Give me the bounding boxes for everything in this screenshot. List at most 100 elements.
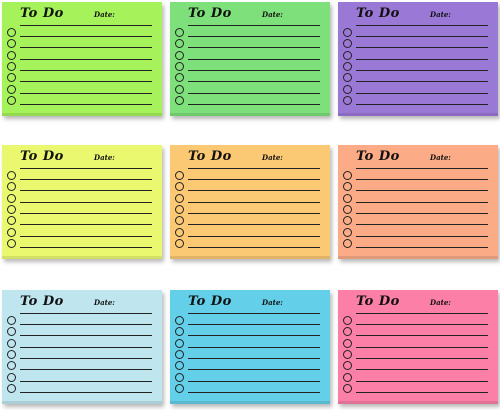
header-underline (20, 313, 152, 314)
checklist-row (2, 316, 162, 327)
checklist-row (170, 193, 330, 205)
checklist-row (170, 73, 330, 84)
checkbox-circle-icon (175, 171, 184, 180)
checkbox-circle-icon (343, 316, 352, 325)
checklist-row (338, 61, 498, 73)
checklist-row (2, 28, 162, 39)
checkbox-circle-icon (7, 39, 16, 49)
note-title: To Do (356, 294, 400, 309)
date-label: Date: (262, 10, 283, 19)
note-title: To Do (188, 149, 232, 164)
checklist-row (2, 383, 162, 395)
write-line (188, 335, 320, 337)
header-underline (20, 25, 152, 26)
date-label: Date: (430, 10, 451, 19)
write-line (356, 201, 488, 203)
write-line (20, 92, 152, 94)
write-line (356, 179, 488, 180)
write-line (20, 47, 152, 49)
checkbox-circle-icon (7, 372, 16, 382)
checkbox-circle-icon (175, 204, 184, 214)
date-label: Date: (262, 298, 283, 307)
write-line (20, 58, 152, 60)
checklist-row (2, 95, 162, 107)
checklist-row (2, 327, 162, 338)
checklist-row (338, 316, 498, 327)
checkbox-circle-icon (7, 316, 16, 325)
checkbox-circle-icon (343, 383, 352, 393)
write-line (188, 246, 320, 248)
write-line (20, 212, 152, 214)
write-line (356, 380, 488, 382)
checklist-row (338, 182, 498, 193)
checkbox-circle-icon (7, 73, 16, 83)
checkbox-circle-icon (343, 95, 352, 105)
checklist-row (338, 39, 498, 50)
write-line (20, 36, 152, 37)
checkbox-circle-icon (175, 372, 184, 382)
write-line (188, 69, 320, 71)
write-line (188, 36, 320, 37)
checklist-row (338, 327, 498, 338)
write-line (356, 69, 488, 71)
checkbox-circle-icon (175, 227, 184, 237)
header-underline (356, 313, 488, 314)
checkbox-circle-icon (175, 39, 184, 49)
write-line (20, 391, 152, 393)
checkbox-circle-icon (343, 61, 352, 71)
write-line (20, 235, 152, 237)
todo-note-pad: To Do Date: (170, 145, 330, 259)
write-line (356, 391, 488, 393)
checklist-row (170, 84, 330, 96)
header-underline (356, 25, 488, 26)
write-line (356, 103, 488, 105)
checkbox-circle-icon (175, 182, 184, 192)
todo-note-pad: To Do Date: (2, 2, 162, 116)
write-line (20, 190, 152, 192)
checklist-row (2, 182, 162, 193)
write-line (356, 335, 488, 337)
checkbox-circle-icon (175, 73, 184, 83)
checklist-row (2, 361, 162, 372)
note-title: To Do (356, 149, 400, 164)
checklist-row (338, 372, 498, 384)
checklist-row (2, 204, 162, 216)
write-line (188, 190, 320, 192)
date-label: Date: (94, 298, 115, 307)
checkbox-circle-icon (7, 50, 16, 60)
write-line (356, 190, 488, 192)
checklist-row (170, 204, 330, 216)
note-title: To Do (188, 294, 232, 309)
write-line (356, 36, 488, 37)
note-title: To Do (20, 6, 64, 21)
write-line (20, 380, 152, 382)
checklist-row (170, 50, 330, 62)
write-line (20, 179, 152, 180)
checklist-row (170, 216, 330, 227)
checkbox-circle-icon (175, 61, 184, 71)
checkbox-circle-icon (175, 84, 184, 94)
checkbox-circle-icon (7, 28, 16, 37)
checkbox-circle-icon (7, 84, 16, 94)
checklist-row (2, 84, 162, 96)
checkbox-circle-icon (343, 227, 352, 237)
checklist-row (338, 361, 498, 372)
checkbox-circle-icon (343, 193, 352, 203)
write-line (356, 212, 488, 214)
write-line (188, 201, 320, 203)
checklist-row (2, 193, 162, 205)
write-line (356, 224, 488, 226)
todo-note-pad: To Do Date: (2, 145, 162, 259)
checkbox-circle-icon (343, 361, 352, 371)
checkbox-circle-icon (343, 216, 352, 226)
checkbox-circle-icon (343, 28, 352, 37)
checkbox-circle-icon (343, 204, 352, 214)
write-line (20, 357, 152, 359)
checkbox-circle-icon (7, 216, 16, 226)
write-line (356, 369, 488, 371)
checklist-row (170, 61, 330, 73)
checklist-row (2, 372, 162, 384)
checkbox-circle-icon (343, 327, 352, 337)
write-line (20, 201, 152, 203)
write-line (20, 81, 152, 83)
